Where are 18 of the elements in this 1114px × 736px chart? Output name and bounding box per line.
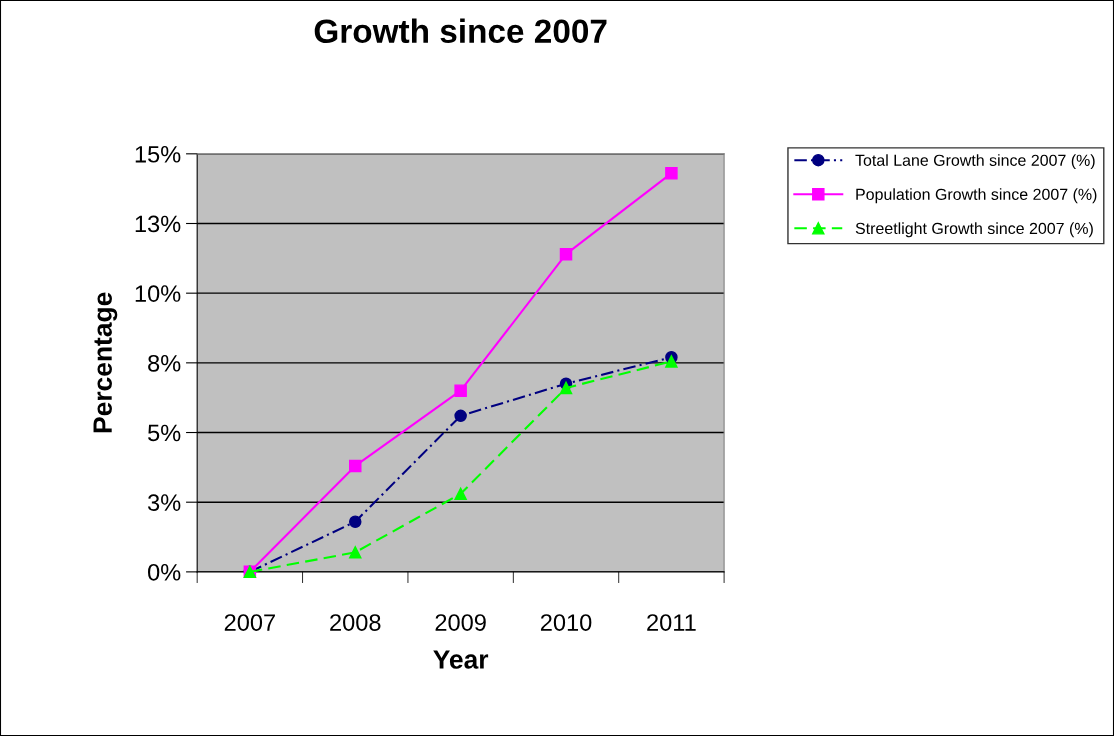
y-tick-label: 15% [135,146,181,163]
x-tick-label: 2010 [540,614,592,631]
legend-label: Population Growth since 2007 (%) [856,188,1097,204]
legend-label: Total Lane Growth since 2007 (%) [855,154,1095,170]
chart-title: Growth since 2007 [314,18,607,44]
legend-label: Streetlight Growth since 2007 (%) [855,222,1093,238]
y-tick-label: 3% [147,494,181,511]
x-tick-label: 2007 [224,614,275,631]
x-tick-label: 2009 [435,614,486,631]
y-tick-label: 13% [135,215,181,233]
y-axis-title: Percentage [93,292,118,433]
y-tick-label: 10% [135,285,181,302]
x-tick-label: 2008 [330,614,381,631]
y-tick-label: 8% [148,354,181,372]
y-tick-label: 5% [148,424,181,442]
x-axis-title: Year [433,650,489,669]
y-tick-label: 0% [148,563,181,581]
x-tick-label: 2011 [647,614,696,631]
